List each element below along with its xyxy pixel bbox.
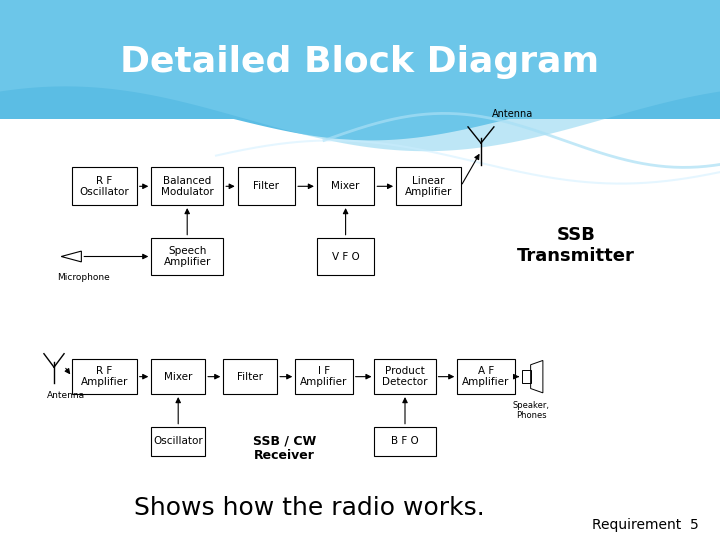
Text: Product
Detector: Product Detector xyxy=(382,366,428,388)
FancyBboxPatch shape xyxy=(374,359,436,394)
Text: SSB / CW
Receiver: SSB / CW Receiver xyxy=(253,434,316,462)
FancyBboxPatch shape xyxy=(457,359,515,394)
FancyBboxPatch shape xyxy=(151,359,205,394)
Text: Requirement  5: Requirement 5 xyxy=(592,518,698,532)
FancyBboxPatch shape xyxy=(374,427,436,456)
Text: Shows how the radio works.: Shows how the radio works. xyxy=(134,496,485,519)
FancyBboxPatch shape xyxy=(317,238,374,275)
Text: SSB
Transmitter: SSB Transmitter xyxy=(517,226,635,265)
FancyBboxPatch shape xyxy=(295,359,353,394)
FancyBboxPatch shape xyxy=(317,167,374,205)
FancyBboxPatch shape xyxy=(72,167,137,205)
FancyBboxPatch shape xyxy=(151,238,223,275)
Text: Linear
Amplifier: Linear Amplifier xyxy=(405,176,452,197)
Text: Antenna: Antenna xyxy=(492,109,533,119)
FancyBboxPatch shape xyxy=(238,167,295,205)
FancyBboxPatch shape xyxy=(151,427,205,456)
Text: V F O: V F O xyxy=(332,252,359,261)
Text: Detailed Block Diagram: Detailed Block Diagram xyxy=(120,45,600,79)
FancyBboxPatch shape xyxy=(72,359,137,394)
FancyBboxPatch shape xyxy=(0,0,720,119)
Text: Filter: Filter xyxy=(253,181,279,191)
FancyBboxPatch shape xyxy=(522,370,531,383)
Text: Oscillator: Oscillator xyxy=(153,436,203,447)
Text: Filter: Filter xyxy=(237,372,264,382)
PathPatch shape xyxy=(0,0,720,151)
Text: Balanced
Modulator: Balanced Modulator xyxy=(161,176,214,197)
Text: A F
Amplifier: A F Amplifier xyxy=(462,366,510,388)
FancyBboxPatch shape xyxy=(151,167,223,205)
FancyBboxPatch shape xyxy=(223,359,277,394)
Text: Mixer: Mixer xyxy=(331,181,360,191)
Text: Mixer: Mixer xyxy=(164,372,192,382)
Text: Speech
Amplifier: Speech Amplifier xyxy=(163,246,211,267)
Text: R F
Oscillator: R F Oscillator xyxy=(79,176,130,197)
FancyBboxPatch shape xyxy=(396,167,461,205)
Text: Antenna: Antenna xyxy=(47,392,85,401)
PathPatch shape xyxy=(0,0,720,140)
Text: Microphone: Microphone xyxy=(58,273,110,282)
Text: B F O: B F O xyxy=(391,436,419,447)
Text: I F
Amplifier: I F Amplifier xyxy=(300,366,348,388)
Text: R F
Amplifier: R F Amplifier xyxy=(81,366,128,388)
Text: Speaker,
Phones: Speaker, Phones xyxy=(513,401,550,420)
